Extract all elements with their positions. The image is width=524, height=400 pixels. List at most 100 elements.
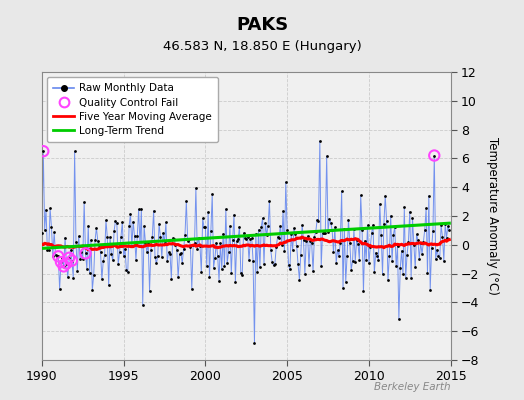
Point — [400, 204, 409, 210]
Point — [404, 238, 412, 245]
Point — [239, 230, 248, 236]
Point — [101, 252, 109, 259]
Point — [118, 219, 126, 226]
Point — [60, 263, 68, 270]
Point — [227, 270, 235, 276]
Point — [62, 260, 71, 267]
Point — [181, 232, 189, 239]
Point — [305, 262, 313, 268]
Point — [230, 212, 238, 218]
Point — [424, 192, 433, 199]
Point — [326, 220, 335, 226]
Point — [332, 260, 341, 266]
Point — [397, 248, 406, 254]
Point — [350, 226, 358, 232]
Point — [57, 259, 65, 265]
Point — [210, 264, 218, 271]
Point — [287, 230, 296, 237]
Point — [107, 250, 116, 257]
Point — [406, 208, 414, 215]
Point — [272, 243, 280, 250]
Point — [385, 253, 394, 259]
Text: 46.583 N, 18.850 E (Hungary): 46.583 N, 18.850 E (Hungary) — [162, 40, 362, 53]
Point — [274, 234, 282, 240]
Point — [76, 256, 84, 262]
Point — [148, 233, 157, 240]
Point — [137, 206, 146, 212]
Point — [253, 269, 261, 276]
Point — [410, 241, 418, 248]
Point — [249, 258, 257, 264]
Point — [186, 243, 194, 250]
Point — [201, 223, 210, 230]
Point — [83, 266, 91, 272]
Point — [256, 264, 264, 270]
Point — [103, 234, 112, 240]
Point — [361, 237, 369, 244]
Point — [224, 249, 233, 256]
Point — [279, 208, 287, 214]
Point — [54, 253, 62, 260]
Point — [220, 263, 228, 269]
Point — [140, 223, 148, 229]
Point — [197, 268, 205, 275]
Point — [433, 246, 441, 253]
Point — [141, 240, 150, 246]
Point — [63, 274, 72, 280]
Point — [440, 258, 448, 264]
Point — [65, 254, 73, 261]
Point — [365, 260, 373, 266]
Point — [242, 236, 250, 242]
Point — [333, 247, 342, 254]
Point — [222, 206, 230, 212]
Point — [435, 255, 444, 262]
Point — [199, 215, 207, 222]
Point — [136, 242, 144, 249]
Point — [158, 254, 166, 260]
Point — [337, 188, 346, 195]
Point — [268, 259, 276, 265]
Point — [132, 256, 140, 263]
Point — [125, 223, 133, 229]
Point — [286, 266, 294, 273]
Point — [329, 249, 337, 255]
Point — [235, 224, 244, 230]
Point — [124, 269, 132, 276]
Point — [223, 260, 232, 266]
Point — [285, 261, 293, 268]
Point — [67, 247, 75, 253]
Point — [238, 272, 246, 278]
Point — [129, 218, 137, 225]
Point — [194, 235, 203, 241]
Point — [205, 274, 214, 280]
Point — [72, 239, 80, 246]
Point — [237, 270, 245, 276]
Point — [154, 253, 162, 260]
Point — [170, 236, 178, 242]
Point — [281, 179, 290, 185]
Point — [133, 233, 141, 240]
Point — [117, 234, 125, 240]
Point — [145, 287, 154, 294]
Point — [295, 276, 303, 283]
Point — [418, 250, 426, 257]
Point — [182, 198, 191, 204]
Point — [444, 223, 452, 229]
Point — [169, 235, 177, 241]
Point — [143, 248, 151, 255]
Point — [206, 228, 215, 234]
Point — [47, 224, 56, 230]
Point — [49, 252, 57, 259]
Point — [69, 274, 78, 281]
Point — [328, 226, 336, 233]
Point — [291, 231, 300, 237]
Point — [152, 260, 160, 267]
Point — [373, 252, 381, 259]
Point — [344, 216, 353, 223]
Point — [111, 218, 119, 224]
Point — [411, 264, 419, 271]
Point — [428, 245, 436, 252]
Point — [314, 217, 323, 224]
Point — [336, 240, 344, 246]
Point — [40, 227, 49, 233]
